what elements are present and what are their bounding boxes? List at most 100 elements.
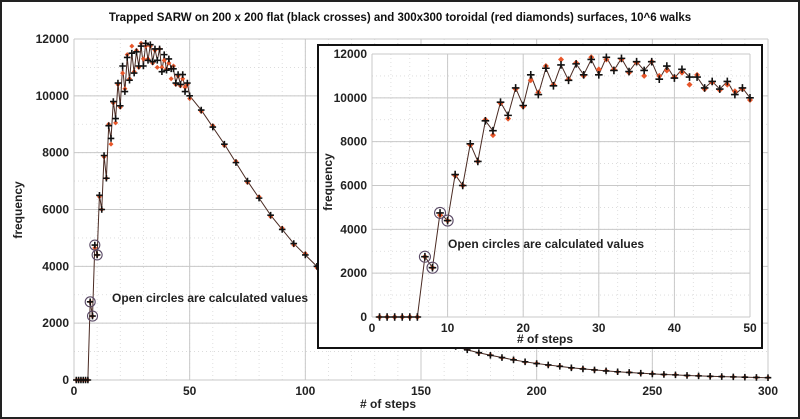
main-flat-cross — [730, 373, 737, 381]
main-calculated-circle — [86, 310, 99, 322]
main-flat-cross — [544, 361, 552, 369]
inset-calculated-circle — [418, 250, 431, 263]
inset-y-axis-label: frequency — [321, 153, 335, 211]
main-flat-cross — [177, 81, 184, 88]
inset-flat-cross — [632, 57, 641, 66]
inset-flat-cross — [428, 263, 437, 272]
inset-flat-cross — [451, 170, 459, 179]
inset-frame — [317, 44, 763, 349]
main-flat-cross — [130, 69, 138, 77]
main-x-tick-label: 50 — [183, 384, 197, 398]
inset-flat-cross — [443, 216, 452, 225]
inset-plot — [375, 53, 754, 321]
inset-chart: 0 10 20 30 40 50 0 2000 4000 6000 8000 10000 12000 #… — [317, 44, 763, 349]
inset-flat-cross — [738, 84, 747, 92]
main-flat-cross — [103, 174, 110, 182]
inset-flat-cross — [496, 98, 505, 107]
main-flat-cross — [98, 206, 106, 213]
main-flat-cross — [764, 374, 772, 382]
inset-x-tick-label: 10 — [441, 321, 455, 335]
main-flat-cross — [140, 62, 147, 70]
main-x-tick-label: 0 — [71, 384, 78, 398]
main-y-tick-label: 2000 — [42, 316, 69, 330]
inset-calculated-circle — [426, 261, 439, 274]
inset-flat-cross — [534, 90, 543, 99]
main-flat-cross — [637, 369, 645, 377]
main-flat-line — [76, 43, 769, 381]
inset-flat-cross — [595, 71, 603, 79]
inset-flat-cross — [406, 313, 414, 321]
chart-title: Trapped SARW on 200 x 200 flat (black cr… — [109, 12, 691, 24]
inset-x-tick-label: 20 — [517, 321, 531, 335]
main-x-tick-label: 200 — [527, 384, 547, 398]
inset-x-axis-label: # of steps — [517, 332, 573, 346]
main-toroidal-diamond — [154, 64, 160, 70]
main-y-tick-label: 12000 — [36, 32, 70, 46]
main-flat-cross — [163, 66, 170, 74]
inset-flat-cross — [511, 84, 520, 92]
main-flat-cross — [487, 351, 494, 359]
inset-flat-cross — [564, 76, 573, 85]
main-flat-cross — [278, 226, 286, 233]
inset-toroidal-diamond — [686, 81, 693, 88]
inset-flat-cross — [421, 252, 429, 261]
main-y-tick-label: 0 — [62, 373, 69, 387]
inset-flat-cross — [602, 53, 611, 62]
inset-toroidal-diamond — [641, 72, 648, 79]
inset-toroidal-diamond — [558, 56, 564, 63]
main-x-tick-label: 100 — [295, 384, 315, 398]
main-toroidal-diamond — [140, 56, 146, 62]
inset-flat-cross — [693, 73, 701, 81]
main-flat-cross — [142, 39, 150, 47]
main-flat-cross — [232, 159, 240, 166]
inset-flat-cross — [519, 101, 527, 110]
main-y-tick-label: 6000 — [42, 203, 69, 217]
main-flat-cross — [579, 365, 587, 373]
inset-calculated-circle — [441, 214, 454, 227]
main-flat-cross — [556, 363, 564, 370]
inset-flat-cross — [413, 313, 422, 321]
inset-flat-cross — [640, 66, 648, 75]
main-flat-cross — [184, 79, 191, 87]
main-flat-cross — [591, 366, 598, 374]
main-annotation: Open circles are calculated values — [112, 291, 308, 305]
main-calculated-circle — [84, 296, 96, 308]
main-flat-cross — [255, 194, 263, 202]
main-flat-cross — [96, 191, 103, 199]
inset-flat-cross — [572, 60, 580, 68]
main-flat-cross — [625, 369, 633, 376]
inset-flat-cross — [474, 157, 482, 166]
main-flat-cross — [672, 371, 679, 379]
inset-flat-cross — [398, 313, 407, 321]
main-flat-cross — [181, 88, 189, 95]
main-flat-cross — [147, 41, 154, 48]
inset-flat-cross — [746, 94, 754, 102]
inset-flat-cross — [625, 67, 633, 76]
main-flat-cross — [123, 54, 131, 61]
inset-flat-cross — [481, 117, 490, 125]
main-flat-cross — [186, 92, 193, 100]
main-flat-cross — [156, 45, 163, 53]
main-flat-cross — [475, 349, 483, 357]
main-flat-cross — [302, 251, 309, 259]
inset-y-tick-label: 6000 — [340, 179, 367, 193]
inset-flat-cross — [587, 55, 596, 64]
main-flat-cross — [244, 177, 251, 185]
main-flat-cross — [100, 152, 108, 159]
inset-annotation: Open circles are calculated values — [448, 237, 644, 251]
inset-flat-cross — [526, 71, 535, 79]
main-flat-cross — [107, 135, 115, 142]
main-flat-cross — [89, 312, 96, 320]
inset-x-tick-label: 30 — [592, 321, 606, 335]
main-toroidal-diamond — [129, 43, 135, 49]
main-y-tick-label: 10000 — [36, 89, 70, 103]
main-flat-cross — [267, 211, 274, 219]
main-flat-cross — [741, 373, 749, 381]
inset-y-tick-label: 12000 — [334, 47, 368, 61]
inset-flat-cross — [504, 111, 512, 120]
main-flat-cross — [649, 370, 656, 378]
inset-flat-cross — [685, 73, 694, 81]
main-flat-cross — [114, 79, 122, 87]
inset-flat-cross — [458, 181, 467, 190]
